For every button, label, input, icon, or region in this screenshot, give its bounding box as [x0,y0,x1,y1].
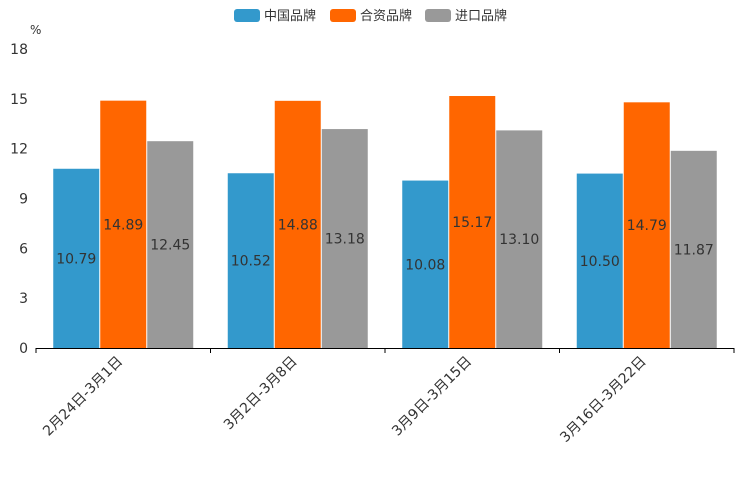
bar-3-1[interactable] [402,180,449,348]
bar-2-3[interactable] [321,129,368,348]
bar-3-2[interactable] [449,96,496,348]
bar-1-1[interactable] [53,168,100,348]
legend-label-1[interactable]: 中国品牌 [264,8,316,24]
legend-swatch-1[interactable] [234,9,260,22]
x-category-label: 3月16日-3月22日 [557,354,649,446]
y-tick-label: 18 [10,42,28,58]
legend-label-2[interactable]: 合资品牌 [360,8,412,24]
bar-1-2[interactable] [100,100,147,348]
legend: 中国品牌 合资品牌 进口品牌 [234,8,507,24]
bar-value-label: 10.79 [56,251,96,267]
bar-3-3[interactable] [496,130,543,348]
y-tick-label: 3 [19,291,28,307]
bars-group: 10.79 14.89 12.45 10.52 14.88 13.18 10.08 15.17… [53,96,717,349]
y-tick-label: 0 [19,341,28,357]
bar-value-label: 12.45 [150,238,190,254]
x-category-label: 2月24日-3月1日 [40,354,126,440]
bar-2-1[interactable] [227,173,274,348]
bar-value-label: 13.18 [325,232,365,248]
y-tick-label: 12 [10,142,28,158]
y-tick-label: 9 [19,192,28,208]
legend-swatch-3[interactable] [425,9,451,22]
bar-2-2[interactable] [274,100,321,349]
bar-value-label: 14.89 [103,217,143,233]
bar-value-label: 10.52 [231,254,271,270]
x-axis: 2月24日-3月1日 3月2日-3月8日 3月9日-3月15日 3月16日-3月22日 [35,348,735,446]
legend-label-3[interactable]: 进口品牌 [455,8,507,24]
y-tick-label: 15 [10,92,28,108]
bar-value-label: 14.79 [627,218,667,234]
bar-value-label: 14.88 [278,217,318,233]
legend-swatch-2[interactable] [330,9,356,22]
bar-value-label: 10.08 [405,257,445,273]
bar-value-label: 13.10 [499,232,539,248]
bar-4-2[interactable] [623,102,670,349]
bar-value-label: 11.87 [674,242,714,258]
y-tick-label: 6 [19,241,28,257]
bar-4-1[interactable] [576,173,623,348]
bar-value-label: 15.17 [452,215,492,231]
bar-1-3[interactable] [147,141,194,348]
x-category-label: 3月2日-3月8日 [221,354,301,434]
y-axis-unit-label: % [30,23,41,37]
bar-4-3[interactable] [670,150,717,348]
x-category-label: 3月9日-3月15日 [389,354,475,440]
bar-value-label: 10.50 [580,254,620,270]
y-axis: 0 3 6 9 12 15 18 [10,42,28,357]
